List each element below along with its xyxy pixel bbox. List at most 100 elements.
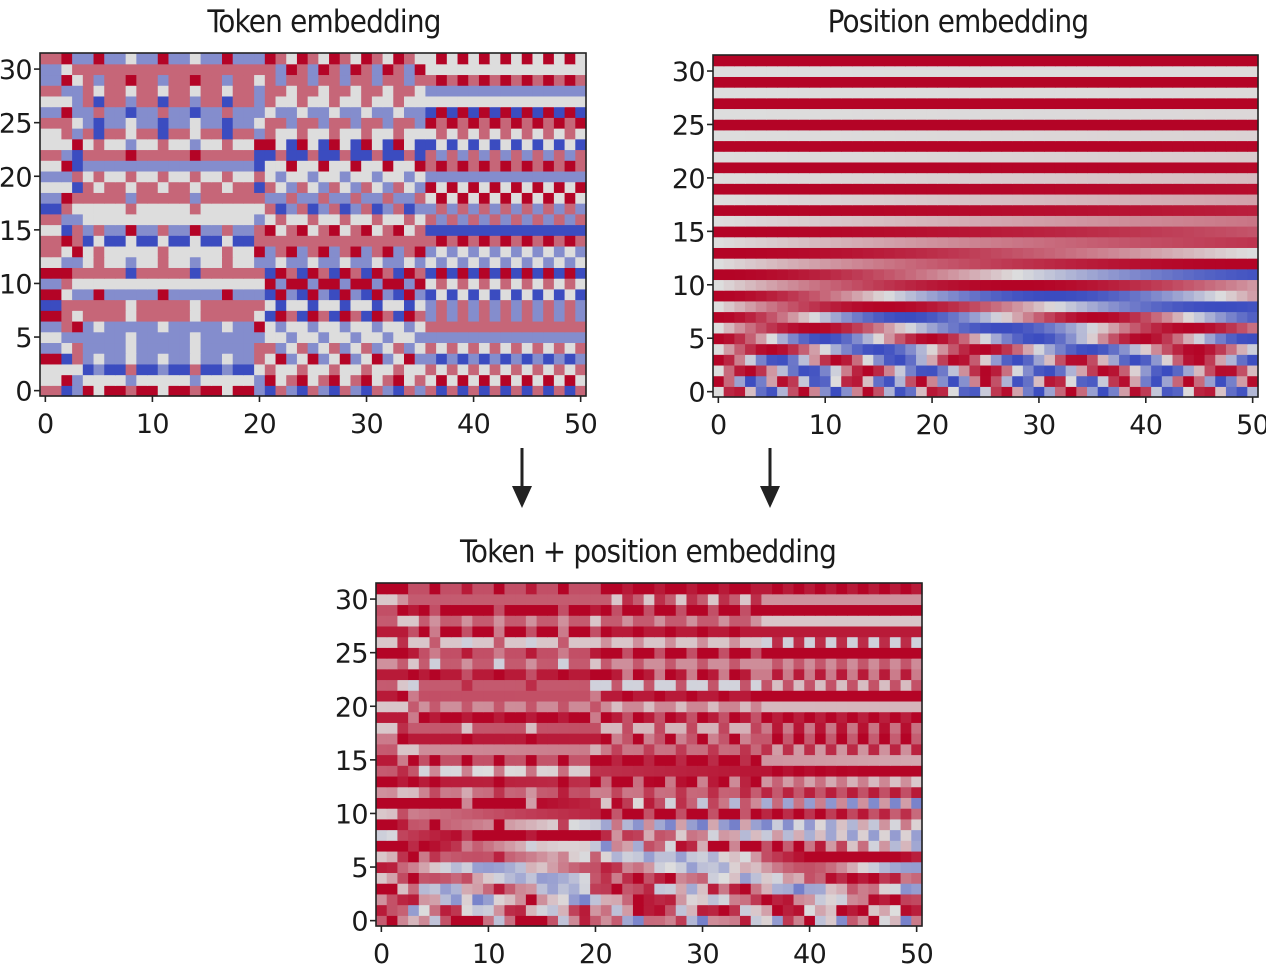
position-cell	[787, 386, 800, 398]
combined-cell	[686, 850, 698, 863]
token-cell	[136, 320, 148, 333]
position-cell	[1236, 119, 1248, 131]
combined-cell	[397, 615, 409, 627]
combined-cell	[579, 915, 591, 927]
token-cell	[425, 245, 437, 258]
position-cell	[1012, 247, 1024, 259]
combined-cell	[729, 625, 741, 638]
combined-cell	[440, 893, 452, 906]
combined-cell	[558, 904, 570, 916]
combined-cell	[483, 765, 495, 777]
combined-cell	[440, 733, 452, 745]
position-cell	[894, 258, 906, 270]
token-cell	[82, 106, 95, 118]
token-cell	[211, 181, 223, 193]
combined-cell	[761, 668, 773, 681]
position-cell	[894, 354, 906, 366]
position-cell	[1204, 258, 1216, 270]
position-cell	[1151, 279, 1163, 291]
token-cell	[329, 138, 341, 151]
combined-cell	[461, 840, 473, 852]
combined-cell	[889, 668, 902, 681]
token-cell	[40, 74, 52, 86]
token-cell	[72, 106, 84, 118]
position-cell	[1022, 258, 1035, 270]
combined-cell	[600, 625, 613, 638]
position-cell	[1119, 386, 1131, 398]
combined-cell	[611, 893, 623, 906]
position-cell	[745, 364, 757, 377]
position-cell	[841, 386, 853, 398]
combined-cell	[782, 786, 795, 798]
token-cell	[82, 128, 95, 140]
combined-cell	[857, 893, 870, 906]
combined-cell	[697, 690, 709, 702]
position-cell	[905, 161, 917, 174]
combined-cell	[675, 808, 688, 820]
combined-cell	[418, 711, 431, 723]
token-cell	[393, 106, 405, 118]
position-cell	[734, 183, 746, 195]
token-cell	[104, 85, 116, 97]
combined-cell	[397, 733, 409, 745]
combined-cell	[472, 915, 484, 927]
position-cell	[1204, 290, 1216, 302]
position-cell	[1065, 343, 1077, 355]
token-cell	[457, 299, 469, 311]
position-cell	[787, 204, 800, 216]
token-cell	[371, 63, 384, 76]
combined-cell	[868, 765, 880, 777]
token-cell	[147, 331, 159, 344]
combined-cell	[675, 690, 688, 702]
token-cell	[179, 138, 191, 151]
combined-cell	[418, 700, 431, 713]
position-cell	[1119, 55, 1131, 67]
position-cell	[1054, 332, 1067, 345]
position-cell	[1193, 375, 1206, 387]
token-cell	[564, 192, 576, 204]
combined-cell	[483, 861, 495, 874]
combined-cell	[418, 797, 431, 809]
position-cell	[990, 76, 1003, 88]
combined-cell	[686, 754, 698, 766]
token-cell	[286, 224, 298, 236]
position-cell	[851, 236, 864, 248]
combined-cell	[697, 668, 709, 681]
position-cell	[777, 76, 789, 88]
token-cell	[436, 374, 448, 386]
token-cell	[329, 63, 341, 76]
combined-cell	[665, 754, 677, 766]
position-cell	[1236, 97, 1248, 110]
combined-cell	[568, 722, 581, 734]
position-cell	[1129, 140, 1142, 152]
token-cell	[179, 256, 191, 268]
position-cell	[723, 268, 735, 281]
token-cell	[168, 363, 180, 376]
combined-cell	[836, 818, 848, 831]
combined-cell	[558, 690, 570, 702]
token-cell	[404, 385, 416, 397]
token-cell	[500, 320, 512, 333]
position-cell	[1215, 258, 1227, 270]
position-cell	[894, 193, 906, 206]
token-cell	[329, 53, 341, 65]
position-cell	[1247, 354, 1259, 366]
combined-cell	[761, 604, 773, 616]
combined-cell	[868, 775, 880, 788]
combined-cell	[847, 861, 859, 874]
token-cell	[564, 213, 576, 226]
position-cell	[1044, 279, 1056, 291]
combined-cell	[804, 765, 816, 777]
position-cell	[905, 151, 917, 163]
token-cell	[382, 138, 394, 151]
position-cell	[766, 108, 778, 120]
token-cell	[436, 138, 448, 151]
position-cell	[1022, 247, 1035, 259]
combined-cell	[675, 786, 688, 798]
position-cell	[1236, 300, 1248, 313]
token-cell	[457, 374, 469, 386]
token-cell	[404, 170, 416, 183]
token-cell	[436, 299, 448, 311]
combined-cell	[558, 700, 570, 713]
